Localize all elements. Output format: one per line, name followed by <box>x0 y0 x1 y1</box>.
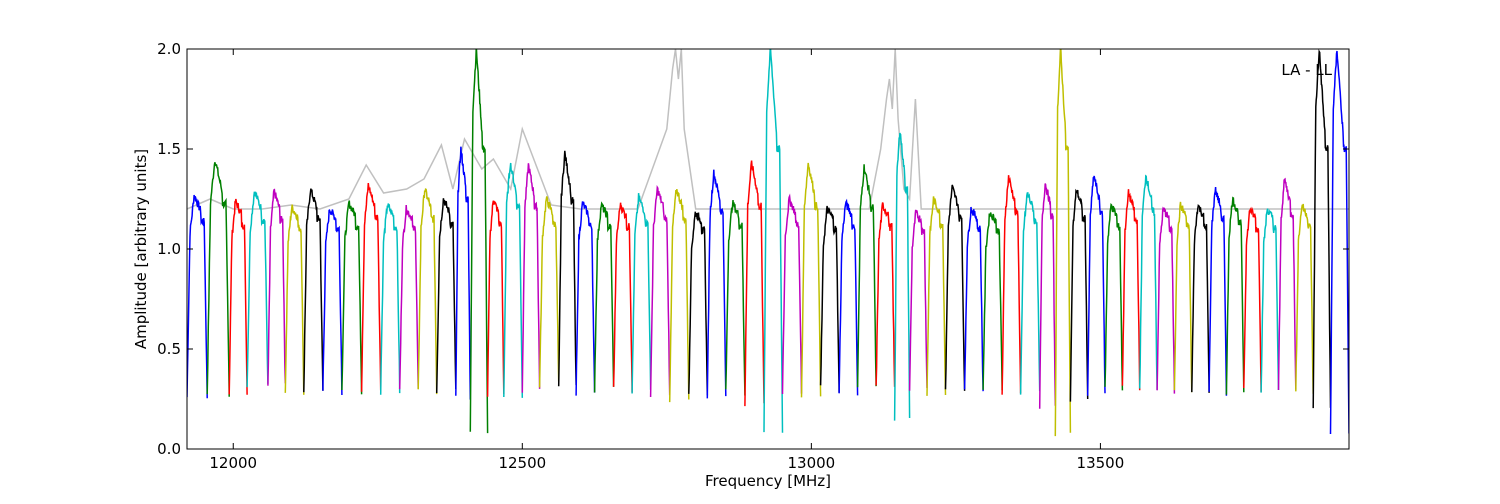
series-segment <box>557 150 577 387</box>
series-segment <box>1191 203 1210 393</box>
series-segment <box>781 193 803 395</box>
y-tick-label: 2.0 <box>157 40 181 58</box>
series-segment <box>593 201 615 393</box>
series-segment <box>838 198 859 396</box>
series-segment <box>908 209 928 391</box>
series-segment <box>1173 201 1193 393</box>
series-segment <box>1260 208 1280 393</box>
series-segment <box>631 193 652 394</box>
series-segment <box>503 162 524 398</box>
x-axis: 12000 12500 13000 13500 <box>209 49 1124 472</box>
series-segment <box>521 163 541 393</box>
series-segment <box>1054 49 1072 437</box>
series-segment <box>303 188 324 393</box>
series-segment <box>875 202 896 387</box>
series-segment <box>649 184 671 398</box>
x-tick-label: 13500 <box>1077 454 1125 472</box>
y-tick-label: 1.0 <box>157 240 181 258</box>
series-segment <box>1001 175 1022 395</box>
x-tick-label: 12500 <box>498 454 546 472</box>
series-segment <box>963 206 984 392</box>
series-segment <box>1208 187 1228 396</box>
series-segment <box>267 188 287 386</box>
series-segment <box>341 200 363 395</box>
series-segment <box>763 49 784 433</box>
series-segment <box>575 201 596 396</box>
series-segment <box>187 194 208 399</box>
series-segment <box>982 212 1003 391</box>
plot-annotation: LA - LL <box>1281 61 1332 79</box>
series-segment <box>1038 183 1057 409</box>
y-axis-label: Amplitude [arbitrary units] <box>132 149 150 349</box>
y-tick-label: 0.0 <box>157 440 181 458</box>
series-segment <box>1295 203 1314 394</box>
series-segment <box>1019 192 1041 395</box>
series-segment <box>284 204 305 395</box>
y-tick-label: 1.5 <box>157 140 181 158</box>
x-tick-label: 13000 <box>787 454 835 472</box>
y-tick-label: 0.5 <box>157 340 181 358</box>
series-segment <box>1243 206 1262 392</box>
series-segment <box>322 209 343 396</box>
series-segment <box>455 146 472 400</box>
series-segment <box>944 184 966 391</box>
series-segment <box>379 203 401 395</box>
series-segment <box>1104 202 1124 391</box>
series-segment <box>1138 174 1158 390</box>
series-segment <box>398 204 419 390</box>
series-segment <box>1069 188 1089 402</box>
series-segment <box>486 200 505 397</box>
series-segment <box>206 162 230 397</box>
series-segment <box>668 189 690 403</box>
series-segment <box>1312 49 1332 409</box>
series-segment <box>893 132 911 421</box>
series-segment <box>612 202 633 393</box>
series-group <box>187 49 1349 437</box>
series-segment <box>800 162 822 398</box>
series-segment <box>538 196 560 388</box>
series-segment <box>417 188 438 395</box>
series-segment <box>725 199 746 396</box>
series-segment <box>819 205 840 393</box>
series-segment <box>1121 189 1141 391</box>
series-segment <box>246 191 269 388</box>
series-segment <box>1329 50 1349 435</box>
series-segment <box>688 211 709 396</box>
series-segment <box>744 160 765 407</box>
series-segment <box>1225 196 1245 395</box>
series-segment <box>228 198 248 395</box>
series-segment <box>469 49 489 434</box>
background-trace <box>187 49 1349 210</box>
series-segment <box>1156 206 1176 394</box>
series-segment <box>1277 177 1297 391</box>
background-trace-group <box>187 49 1349 210</box>
series-segment <box>435 198 457 394</box>
x-axis-label: Frequency [MHz] <box>705 472 831 490</box>
series-segment <box>856 164 877 388</box>
series-segment <box>360 183 382 392</box>
series-segment <box>926 196 947 396</box>
y-axis: 0.0 0.5 1.0 1.5 2.0 <box>157 40 1349 458</box>
series-segment <box>706 169 727 399</box>
x-tick-label: 12000 <box>209 454 257 472</box>
series-segment <box>1086 175 1106 396</box>
